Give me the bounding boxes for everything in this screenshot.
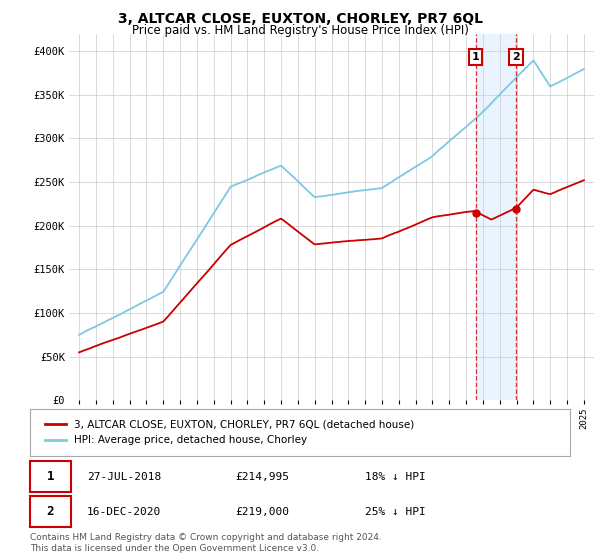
Text: 25% ↓ HPI: 25% ↓ HPI [365,507,425,517]
Text: 27-JUL-2018: 27-JUL-2018 [86,472,161,482]
Text: Price paid vs. HM Land Registry's House Price Index (HPI): Price paid vs. HM Land Registry's House … [131,24,469,36]
Text: 18% ↓ HPI: 18% ↓ HPI [365,472,425,482]
FancyBboxPatch shape [30,496,71,527]
Text: 1: 1 [47,470,54,483]
FancyBboxPatch shape [30,461,71,492]
Text: £214,995: £214,995 [235,472,289,482]
Bar [476,34,516,400]
Text: 2: 2 [512,52,520,62]
Text: 16-DEC-2020: 16-DEC-2020 [86,507,161,517]
Text: 3, ALTCAR CLOSE, EUXTON, CHORLEY, PR7 6QL: 3, ALTCAR CLOSE, EUXTON, CHORLEY, PR7 6Q… [118,12,482,26]
Text: £219,000: £219,000 [235,507,289,517]
Text: 2: 2 [47,505,54,518]
Text: 1: 1 [472,52,479,62]
Legend: 3, ALTCAR CLOSE, EUXTON, CHORLEY, PR7 6QL (detached house), HPI: Average price, : 3, ALTCAR CLOSE, EUXTON, CHORLEY, PR7 6Q… [41,416,418,449]
Text: Contains HM Land Registry data © Crown copyright and database right 2024.
This d: Contains HM Land Registry data © Crown c… [30,533,382,553]
